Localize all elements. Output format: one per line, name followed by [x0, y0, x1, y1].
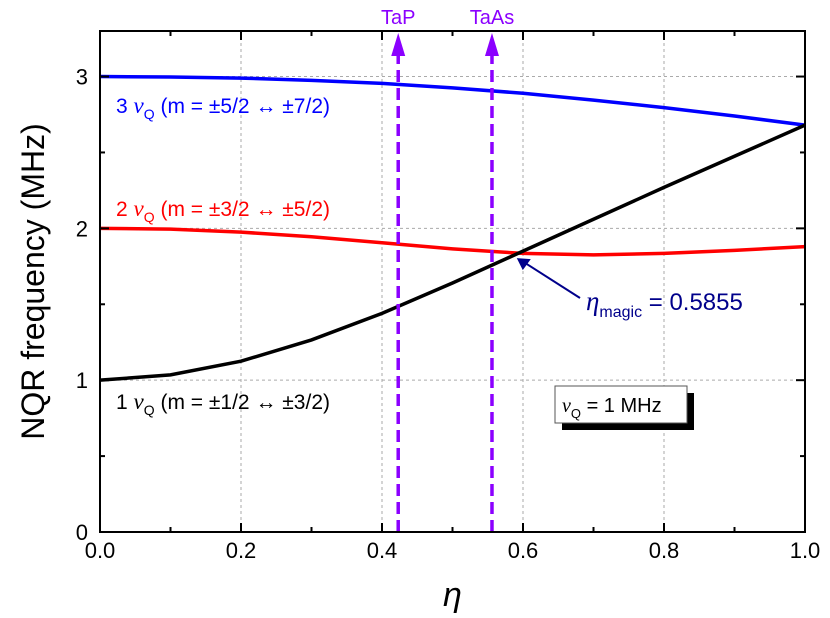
- series-line-3nuq: [99, 74, 806, 127]
- y-axis-label: NQR frequency (MHz): [15, 123, 51, 440]
- series-transition-label: (m = ±3/2 ↔ ±5/2): [160, 198, 330, 221]
- series-transition-label: (m = ±5/2 ↔ ±7/2): [160, 95, 330, 118]
- series-transition-label: (m = ±1/2 ↔ ±3/2): [160, 391, 330, 414]
- legend-box-text: νQ = 1 MHz: [562, 395, 662, 421]
- series-line-1nuq: [99, 123, 806, 382]
- x-tick-label: 0.0: [85, 538, 116, 563]
- x-tick-label: 0.6: [508, 538, 539, 563]
- marker-label-taas: TaAs: [470, 7, 514, 29]
- y-tick-label: 1: [76, 368, 88, 393]
- x-axis-label: η: [443, 576, 462, 614]
- x-tick-label: 0.2: [226, 538, 257, 563]
- x-tick-label: 1.0: [790, 538, 821, 563]
- y-tick-label: 0: [76, 520, 88, 545]
- marker-label-tap: TaP: [381, 7, 415, 29]
- x-tick-label: 0.4: [367, 538, 398, 563]
- series-label: 3 νQ (m = ±5/2 ↔ ±7/2): [116, 93, 330, 122]
- series-line-2nuq: [99, 226, 806, 257]
- series-label: 2 νQ (m = ±3/2 ↔ ±5/2): [116, 196, 330, 225]
- legend-box: [554, 385, 688, 424]
- annotation-text: ηmagic = 0.5855: [586, 286, 743, 321]
- annotation-arrowhead: [516, 258, 531, 271]
- annotation-arrow: [520, 259, 581, 299]
- marker-arrowhead-tap: [391, 33, 406, 56]
- y-tick-label: 3: [76, 65, 88, 90]
- marker-arrowhead-taas: [484, 33, 499, 56]
- x-tick-label: 0.8: [649, 538, 680, 563]
- y-tick-label: 2: [76, 216, 88, 241]
- series-label: 1 νQ (m = ±1/2 ↔ ±3/2): [116, 389, 330, 418]
